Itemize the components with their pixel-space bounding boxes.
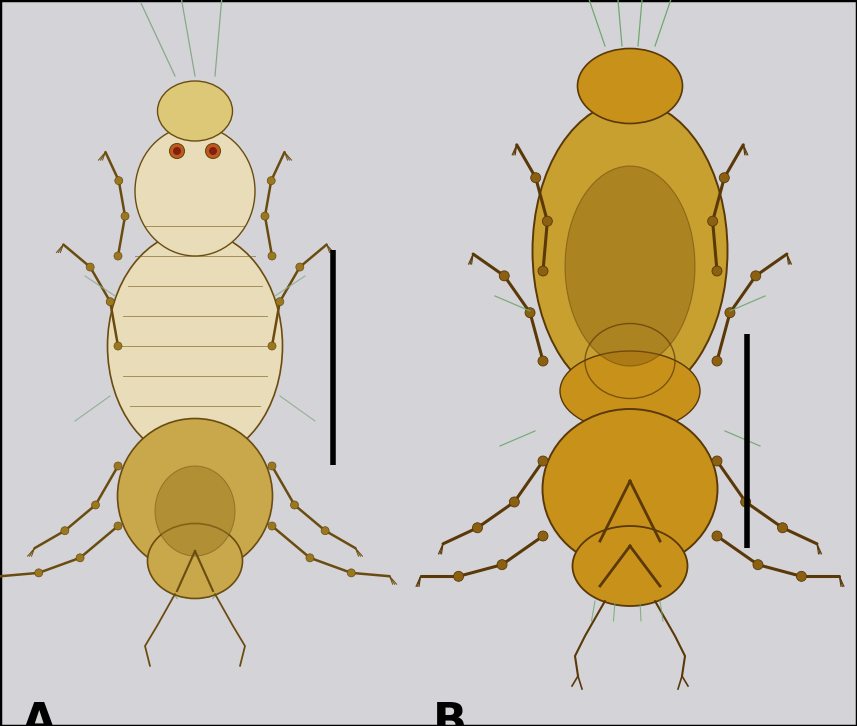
Ellipse shape <box>296 263 304 271</box>
Ellipse shape <box>147 523 243 598</box>
Ellipse shape <box>472 523 482 533</box>
Ellipse shape <box>453 571 464 582</box>
Ellipse shape <box>525 308 535 318</box>
Ellipse shape <box>268 462 276 470</box>
Ellipse shape <box>538 531 548 541</box>
Ellipse shape <box>751 271 761 281</box>
Ellipse shape <box>500 271 509 281</box>
Ellipse shape <box>753 560 763 570</box>
Ellipse shape <box>578 49 682 123</box>
Ellipse shape <box>538 456 548 466</box>
Ellipse shape <box>61 526 69 534</box>
Ellipse shape <box>170 144 184 158</box>
Ellipse shape <box>530 173 541 183</box>
Ellipse shape <box>268 522 276 530</box>
Ellipse shape <box>712 456 722 466</box>
Ellipse shape <box>209 147 217 155</box>
Ellipse shape <box>107 231 283 461</box>
Ellipse shape <box>347 569 356 577</box>
Ellipse shape <box>158 81 232 141</box>
Ellipse shape <box>306 554 314 562</box>
Ellipse shape <box>712 266 722 276</box>
Ellipse shape <box>291 501 298 509</box>
Ellipse shape <box>560 351 700 431</box>
Ellipse shape <box>712 531 722 541</box>
Ellipse shape <box>777 523 788 533</box>
Ellipse shape <box>114 522 122 530</box>
Ellipse shape <box>114 342 122 350</box>
Ellipse shape <box>542 216 553 227</box>
Ellipse shape <box>276 298 284 306</box>
Ellipse shape <box>532 101 728 401</box>
Ellipse shape <box>712 356 722 366</box>
Ellipse shape <box>542 409 717 569</box>
Ellipse shape <box>155 466 235 556</box>
Ellipse shape <box>538 266 548 276</box>
Ellipse shape <box>321 526 329 534</box>
Ellipse shape <box>135 126 255 256</box>
Ellipse shape <box>114 252 122 260</box>
Ellipse shape <box>538 356 548 366</box>
Ellipse shape <box>261 212 269 220</box>
Ellipse shape <box>106 298 114 306</box>
Text: A: A <box>21 701 56 726</box>
Ellipse shape <box>92 501 99 509</box>
Ellipse shape <box>268 252 276 260</box>
Text: B: B <box>433 701 467 726</box>
Ellipse shape <box>572 526 687 606</box>
Ellipse shape <box>121 212 129 220</box>
Ellipse shape <box>76 554 84 562</box>
Ellipse shape <box>708 216 717 227</box>
Ellipse shape <box>173 147 181 155</box>
Ellipse shape <box>796 571 806 582</box>
Ellipse shape <box>268 342 276 350</box>
Ellipse shape <box>117 418 273 574</box>
Ellipse shape <box>565 166 695 366</box>
Ellipse shape <box>740 497 751 507</box>
Ellipse shape <box>114 462 122 470</box>
Ellipse shape <box>267 176 275 184</box>
Ellipse shape <box>725 308 735 318</box>
Ellipse shape <box>719 173 729 183</box>
Ellipse shape <box>115 176 123 184</box>
Ellipse shape <box>206 144 220 158</box>
Ellipse shape <box>87 263 94 271</box>
Ellipse shape <box>497 560 507 570</box>
Ellipse shape <box>35 569 43 577</box>
Ellipse shape <box>509 497 519 507</box>
